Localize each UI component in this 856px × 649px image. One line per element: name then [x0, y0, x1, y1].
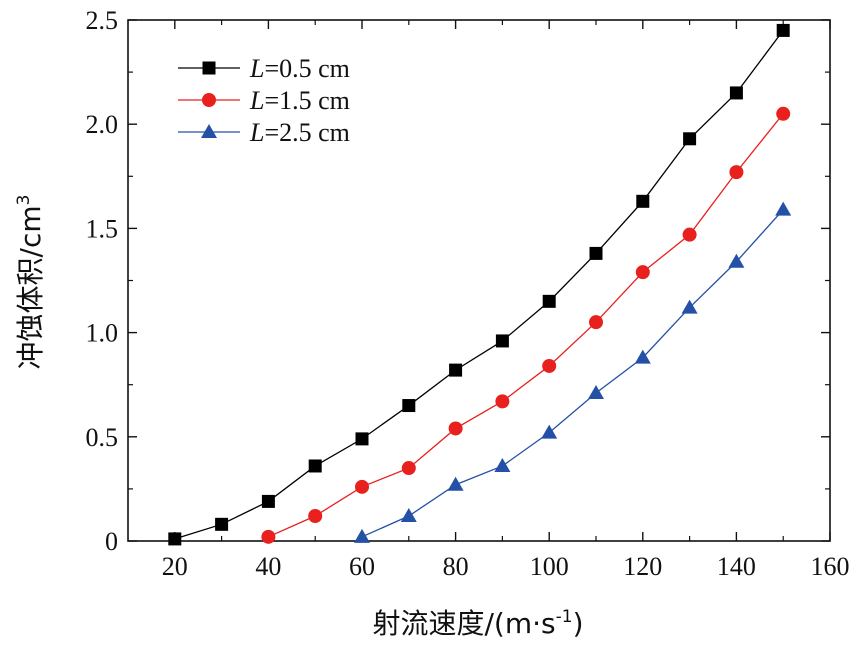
data-point [542, 294, 556, 308]
data-point [589, 315, 603, 330]
legend-marker [202, 61, 216, 75]
data-point [776, 106, 791, 121]
x-tick-label: 40 [255, 552, 281, 581]
data-point [728, 253, 745, 268]
data-point [215, 517, 229, 531]
x-axis-title: 射流速度/(m·s-1) [372, 607, 583, 640]
legend-item-1: L=0.5 cm [178, 54, 350, 83]
legend-label: L=0.5 cm [249, 54, 350, 83]
data-point [308, 508, 323, 523]
data-point [682, 227, 697, 242]
y-tick-label: 2.5 [86, 6, 119, 35]
data-point [355, 479, 369, 494]
data-point [495, 394, 510, 409]
series-2 [261, 106, 791, 544]
x-tick-label: 60 [349, 552, 375, 581]
data-point [494, 457, 511, 472]
legend-label: L=1.5 cm [249, 86, 350, 115]
x-tick-label: 120 [623, 552, 662, 581]
series-3 [354, 201, 792, 543]
data-point [261, 494, 275, 508]
data-point [168, 532, 182, 546]
y-axis: 0 0.5 1.0 1.5 2.0 2.5 [86, 6, 830, 556]
plot-area [127, 19, 831, 542]
data-point [588, 385, 604, 400]
plot-border [127, 19, 831, 542]
x-axis: 20 40 60 80 100 120 140 160 [162, 20, 850, 581]
data-point [542, 358, 557, 373]
data-point [354, 528, 370, 543]
data-point [400, 507, 417, 522]
x-tick-label: 100 [530, 552, 569, 581]
data-point [729, 86, 743, 100]
data-point [447, 476, 464, 491]
data-point [495, 334, 509, 348]
data-point [683, 132, 697, 146]
legend-item-3: L=2.5 cm [178, 118, 350, 147]
x-tick-label: 80 [443, 552, 469, 581]
data-point [401, 461, 416, 476]
data-point [775, 201, 792, 216]
legend-marker [202, 93, 216, 107]
data-point [448, 421, 463, 436]
series-1 [168, 23, 790, 546]
legend-marker [201, 124, 217, 138]
data-point [589, 246, 603, 260]
y-tick-label: 0 [105, 527, 118, 556]
x-tick-label: 20 [162, 552, 188, 581]
y-tick-label: 1.0 [86, 319, 119, 348]
data-point [402, 399, 416, 413]
series-layer [168, 23, 792, 546]
y-axis-title: 冲蚀体积/cm3 [14, 195, 47, 370]
x-tick-label: 160 [811, 552, 850, 581]
series-line [361, 209, 784, 538]
data-point [541, 424, 558, 439]
series-line [174, 30, 784, 540]
legend-label: L=2.5 cm [249, 118, 350, 147]
x-tick-label: 140 [717, 552, 756, 581]
data-point [355, 432, 369, 446]
data-point [261, 529, 276, 544]
data-point [635, 265, 650, 280]
data-point [636, 194, 650, 208]
y-tick-label: 2.0 [86, 110, 119, 139]
data-point [308, 459, 322, 473]
legend-item-2: L=1.5 cm [178, 86, 350, 115]
data-point [729, 165, 744, 180]
y-tick-label: 0.5 [86, 423, 119, 452]
data-point [449, 363, 463, 377]
data-point [634, 349, 651, 364]
data-point [681, 299, 698, 314]
series-line [268, 113, 784, 538]
y-tick-label: 1.5 [86, 214, 119, 243]
data-point [776, 23, 790, 37]
legend: L=0.5 cm L=1.5 cm L=2.5 cm [178, 54, 350, 147]
